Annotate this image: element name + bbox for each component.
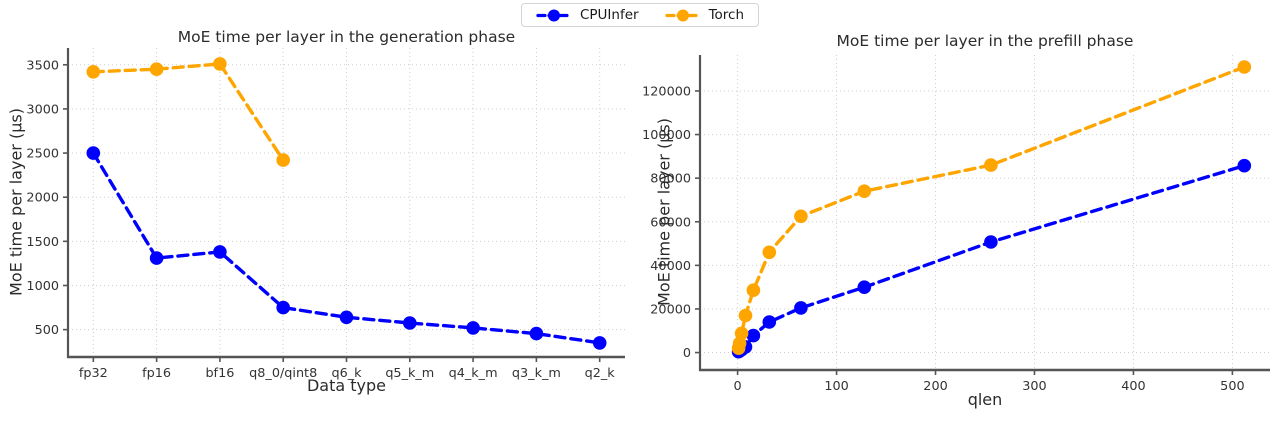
x-tick-label: q4_k_m [449, 366, 498, 381]
x-tick-label: 200 [923, 379, 947, 394]
data-point [1237, 158, 1252, 173]
prefill-chart-title: MoE time per layer in the prefill phase [836, 32, 1134, 50]
x-tick-label: q2_k [585, 366, 616, 381]
data-point [762, 245, 777, 260]
series-line [736, 65, 1246, 350]
x-tick-label: q3_k_m [512, 366, 561, 381]
x-tick-label: 100 [824, 379, 848, 394]
data-point [794, 301, 808, 315]
data-point [794, 209, 808, 224]
y-tick-label: 120000 [642, 84, 691, 99]
y-tick-label: 80000 [650, 172, 691, 187]
prefill-chart: 0 20000 40000 60000 80000 100000 120000 0 100 200… [642, 55, 1270, 394]
data-point [857, 184, 872, 198]
y-tick-label: 1000 [26, 279, 59, 294]
y-tick-label: 2000 [26, 191, 59, 206]
data-point [529, 326, 544, 341]
legend-label: Torch [708, 7, 745, 23]
data-point [149, 62, 164, 76]
generation-chart: 500 1000 1500 2000 2500 3000 3500 fp32 fp16 bf16 q… [26, 48, 625, 381]
series-torch [731, 60, 1252, 356]
legend-item-torch: Torch [664, 7, 745, 23]
axis-ticks: 500 1000 1500 2000 2500 3000 3500 fp32 fp16 bf16 q… [26, 58, 615, 381]
legend-item-cpuinfer: CPUInfer [536, 7, 639, 23]
y-tick-label: 3500 [26, 58, 59, 73]
data-point [592, 336, 607, 350]
data-point [276, 300, 291, 315]
data-point [276, 153, 291, 167]
data-point [339, 310, 354, 325]
y-tick-label: 0 [683, 346, 691, 361]
y-tick-label: 20000 [650, 302, 691, 317]
generation-x-axis-label: Data type [306, 376, 387, 395]
data-point [738, 308, 753, 323]
y-tick-label: 40000 [650, 259, 691, 274]
data-point [149, 251, 164, 265]
x-tick-label: fp16 [142, 366, 171, 381]
data-point [213, 245, 227, 259]
data-point [746, 283, 761, 298]
grid [700, 55, 1270, 370]
series-line [736, 164, 1246, 354]
series-line [91, 62, 285, 162]
data-point [403, 316, 417, 330]
y-tick-label: 2500 [26, 147, 59, 162]
data-point [86, 146, 101, 160]
legend-label: CPUInfer [579, 7, 639, 23]
x-tick-label: q5_k_m [385, 366, 434, 381]
legend: CPUInfer Torch [520, 3, 760, 27]
axis-ticks: 0 20000 40000 60000 80000 100000 120000 0 100 200… [642, 84, 1244, 394]
x-tick-label: fp32 [79, 366, 108, 381]
prefill-y-axis-label: MoE time per layer (µs) [654, 118, 674, 306]
generation-chart-title: MoE time per layer in the generation pha… [177, 28, 516, 46]
y-tick-label: 1500 [26, 235, 59, 250]
data-point [984, 158, 998, 172]
series-cpuinfer [86, 146, 607, 350]
x-tick-label: q6_k [331, 366, 362, 381]
x-tick-label: q8_0/qint8 [249, 366, 317, 381]
y-tick-label: 3000 [26, 102, 59, 117]
spines [698, 55, 1270, 372]
y-tick-label: 60000 [650, 215, 691, 230]
x-tick-label: 400 [1121, 379, 1145, 394]
generation-y-axis-label: MoE time per layer (µs) [6, 108, 26, 296]
legend-swatch [664, 9, 701, 21]
data-point [466, 321, 480, 335]
x-tick-label: 500 [1220, 379, 1244, 394]
data-point [762, 315, 777, 329]
data-point [213, 57, 227, 71]
legend-marker [547, 9, 560, 21]
series-cpuinfer [731, 158, 1252, 359]
series-torch [86, 57, 291, 167]
data-point [734, 326, 749, 341]
y-tick-label: 100000 [642, 128, 691, 143]
prefill-x-axis-label: qlen [967, 390, 1003, 409]
legend-swatch [536, 9, 572, 21]
legend-marker [676, 9, 689, 21]
data-point [1237, 60, 1252, 74]
data-point [86, 65, 101, 79]
x-tick-label: 300 [1022, 379, 1046, 394]
data-point [984, 235, 998, 249]
x-tick-label: 0 [734, 379, 742, 394]
y-tick-label: 500 [35, 323, 59, 338]
data-point [746, 328, 761, 343]
x-tick-label: bf16 [205, 366, 234, 381]
data-point [857, 280, 872, 295]
